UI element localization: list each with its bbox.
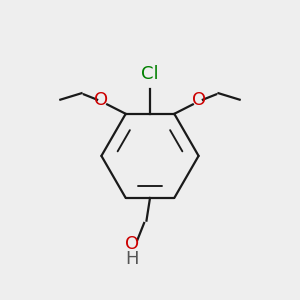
Text: Cl: Cl <box>141 65 159 83</box>
Text: O: O <box>94 91 108 109</box>
Text: H: H <box>126 250 139 268</box>
Text: O: O <box>125 235 139 253</box>
Text: O: O <box>192 91 206 109</box>
